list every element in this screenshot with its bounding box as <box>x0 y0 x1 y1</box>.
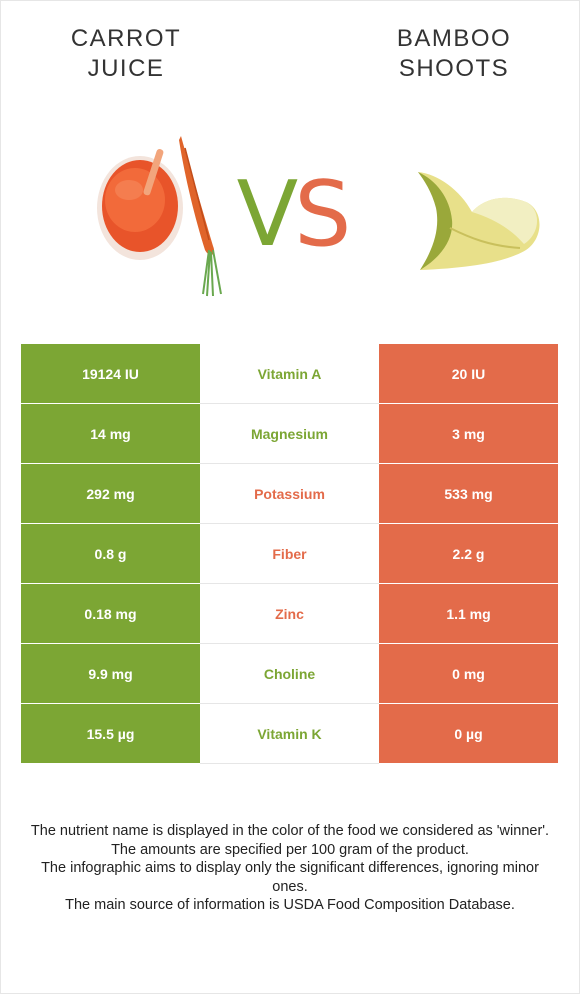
left-food-title-line1: CARROT <box>70 25 182 52</box>
footnote-aim: The infographic aims to display only the… <box>41 860 539 895</box>
nutrient-row: 0.18 mg Zinc 1.1 mg <box>21 583 558 644</box>
nutrient-name: Potassium <box>200 463 379 524</box>
left-food-title-line2: JUICE <box>87 55 165 82</box>
nutrient-row: 19124 IU Vitamin A 20 IU <box>21 344 558 404</box>
carrot-juice-value: 9.9 mg <box>21 643 200 704</box>
nutrient-name: Magnesium <box>200 403 379 464</box>
bamboo-shoots-value: 0 mg <box>379 643 558 704</box>
versus-s: S <box>294 162 351 267</box>
left-food-title: CARROT JUICE <box>16 24 236 84</box>
carrot-juice-value: 0.8 g <box>21 523 200 584</box>
nutrient-name: Vitamin A <box>200 344 379 404</box>
nutrient-rows: 19124 IU Vitamin A 20 IU 14 mg Magnesium 3 mg… <box>21 344 558 764</box>
right-food-title: BAMBOO SHOOTS <box>344 24 564 84</box>
nutrient-name: Choline <box>200 643 379 704</box>
versus-label: VS <box>222 160 362 270</box>
right-food-title-line1: BAMBOO <box>396 25 512 52</box>
nutrient-comparison-table: 19124 IU Vitamin A 20 IU 14 mg Magnesium 3 mg… <box>21 344 558 764</box>
versus-v: V <box>236 162 299 267</box>
footnote-amounts: The amounts are specified per 100 gram o… <box>111 841 469 858</box>
nutrient-row: 14 mg Magnesium 3 mg <box>21 403 558 464</box>
carrot-juice-value: 0.18 mg <box>21 583 200 644</box>
footnote-source: The main source of information is USDA F… <box>65 897 515 913</box>
bamboo-shoots-value: 20 IU <box>379 344 558 404</box>
bamboo-shoots-value: 1.1 mg <box>379 583 558 644</box>
footnotes: The nutrient name is displayed in the co… <box>30 822 550 915</box>
bamboo-shoots-value: 0 µg <box>379 703 558 764</box>
bamboo-shoot-image <box>418 172 540 270</box>
bamboo-shoots-value: 3 mg <box>379 403 558 464</box>
nutrient-row: 9.9 mg Choline 0 mg <box>21 643 558 704</box>
nutrient-row: 292 mg Potassium 533 mg <box>21 463 558 524</box>
carrot-juice-image <box>97 136 222 297</box>
bamboo-shoots-value: 533 mg <box>379 463 558 524</box>
nutrient-row: 0.8 g Fiber 2.2 g <box>21 523 558 584</box>
nutrient-name: Fiber <box>200 523 379 584</box>
nutrient-name: Vitamin K <box>200 703 379 764</box>
footnote-winner: The nutrient name is displayed in the co… <box>30 823 550 839</box>
carrot-juice-value: 14 mg <box>21 403 200 464</box>
nutrient-name: Zinc <box>200 583 379 644</box>
bamboo-shoots-value: 2.2 g <box>379 523 558 584</box>
carrot-juice-value: 19124 IU <box>21 344 200 404</box>
right-food-title-line2: SHOOTS <box>398 55 510 82</box>
carrot-juice-value: 292 mg <box>21 463 200 524</box>
carrot-juice-value: 15.5 µg <box>21 703 200 764</box>
